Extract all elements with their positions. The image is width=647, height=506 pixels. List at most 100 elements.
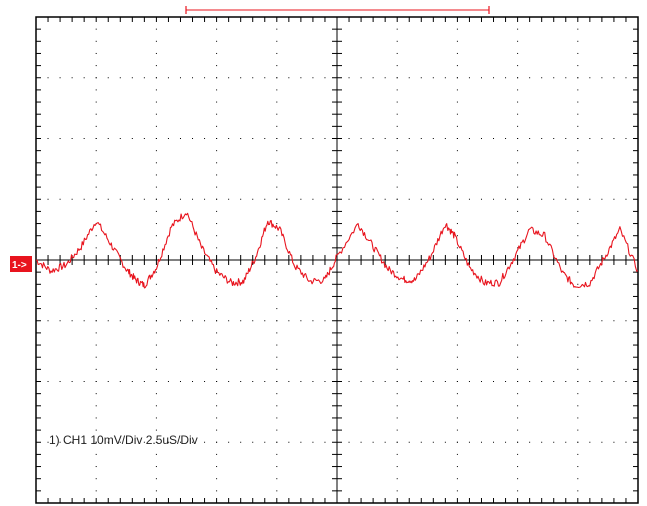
grid-dot bbox=[397, 89, 398, 90]
grid-dot bbox=[96, 478, 97, 479]
grid-dot bbox=[577, 114, 578, 115]
grid-dot bbox=[216, 174, 217, 175]
grid-dot bbox=[240, 381, 241, 382]
grid-dot bbox=[385, 442, 386, 443]
channel-marker-text: 1-> bbox=[12, 260, 27, 271]
grid-dot bbox=[469, 77, 470, 78]
grid-dot bbox=[469, 138, 470, 139]
grid-dot bbox=[445, 381, 446, 382]
grid-dot bbox=[481, 199, 482, 200]
grid-dot bbox=[601, 138, 602, 139]
grid-dot bbox=[493, 77, 494, 78]
grid-dot bbox=[168, 381, 169, 382]
grid-dot bbox=[216, 199, 217, 200]
grid-dot bbox=[48, 199, 49, 200]
grid-dot bbox=[96, 89, 97, 90]
grid-dot bbox=[457, 308, 458, 309]
grid-dot bbox=[361, 199, 362, 200]
grid-dot bbox=[240, 138, 241, 139]
grid-dot bbox=[156, 490, 157, 491]
grid-dot bbox=[324, 320, 325, 321]
grid-dot bbox=[373, 77, 374, 78]
grid-dot bbox=[72, 381, 73, 382]
grid-dot bbox=[156, 138, 157, 139]
grid-dot bbox=[457, 114, 458, 115]
grid-dot bbox=[156, 466, 157, 467]
grid-dot bbox=[457, 138, 458, 139]
grid-dot bbox=[204, 381, 205, 382]
grid-dot bbox=[577, 442, 578, 443]
grid-dot bbox=[324, 199, 325, 200]
grid-dot bbox=[108, 320, 109, 321]
grid-dot bbox=[577, 89, 578, 90]
grid-dot bbox=[156, 417, 157, 418]
grid-dot bbox=[216, 126, 217, 127]
grid-dot bbox=[529, 138, 530, 139]
grid-dot bbox=[445, 138, 446, 139]
grid-dot bbox=[48, 381, 49, 382]
grid-dot bbox=[577, 332, 578, 333]
grid-dot bbox=[300, 381, 301, 382]
grid-dot bbox=[361, 138, 362, 139]
grid-dot bbox=[421, 320, 422, 321]
grid-dot bbox=[84, 199, 85, 200]
grid-dot bbox=[96, 235, 97, 236]
grid-dot bbox=[276, 138, 277, 139]
grid-dot bbox=[409, 199, 410, 200]
grid-dot bbox=[216, 369, 217, 370]
grid-dot bbox=[156, 41, 157, 42]
grid-dot bbox=[349, 77, 350, 78]
grid-dot bbox=[312, 320, 313, 321]
grid-dot bbox=[300, 320, 301, 321]
grid-dot bbox=[228, 199, 229, 200]
grid-dot bbox=[120, 77, 121, 78]
grid-dot bbox=[517, 199, 518, 200]
grid-dot bbox=[132, 320, 133, 321]
grid-dot bbox=[276, 272, 277, 273]
grid-dot bbox=[132, 381, 133, 382]
grid-dot bbox=[96, 126, 97, 127]
grid-dot bbox=[216, 223, 217, 224]
grid-dot bbox=[156, 405, 157, 406]
grid-dot bbox=[252, 320, 253, 321]
grid-dot bbox=[180, 199, 181, 200]
grid-dot bbox=[505, 381, 506, 382]
grid-dot bbox=[397, 357, 398, 358]
grid-dot bbox=[132, 199, 133, 200]
grid-dot bbox=[108, 77, 109, 78]
grid-dot bbox=[577, 53, 578, 54]
grid-dot bbox=[397, 29, 398, 30]
grid-dot bbox=[541, 138, 542, 139]
grid-dot bbox=[385, 138, 386, 139]
grid-dot bbox=[397, 393, 398, 394]
grid-dot bbox=[457, 199, 458, 200]
grid-dot bbox=[577, 235, 578, 236]
grid-dot bbox=[373, 199, 374, 200]
grid-dot bbox=[577, 393, 578, 394]
grid-dot bbox=[156, 89, 157, 90]
grid-dot bbox=[517, 320, 518, 321]
grid-dot bbox=[144, 77, 145, 78]
grid-dot bbox=[216, 332, 217, 333]
grid-dot bbox=[276, 417, 277, 418]
grid-dot bbox=[60, 138, 61, 139]
grid-dot bbox=[132, 138, 133, 139]
grid-dot bbox=[577, 126, 578, 127]
grid-dot bbox=[409, 381, 410, 382]
grid-dot bbox=[577, 284, 578, 285]
grid-dot bbox=[240, 199, 241, 200]
grid-dot bbox=[457, 29, 458, 30]
grid-dot bbox=[517, 53, 518, 54]
grid-dot bbox=[192, 199, 193, 200]
grid-dot bbox=[397, 199, 398, 200]
grid-dot bbox=[216, 345, 217, 346]
grid-dot bbox=[264, 138, 265, 139]
grid-dot bbox=[625, 381, 626, 382]
grid-dot bbox=[613, 199, 614, 200]
grid-dot bbox=[589, 77, 590, 78]
grid-dot bbox=[397, 454, 398, 455]
grid-dot bbox=[457, 490, 458, 491]
grid-dot bbox=[276, 284, 277, 285]
grid-dot bbox=[481, 320, 482, 321]
grid-dot bbox=[168, 138, 169, 139]
